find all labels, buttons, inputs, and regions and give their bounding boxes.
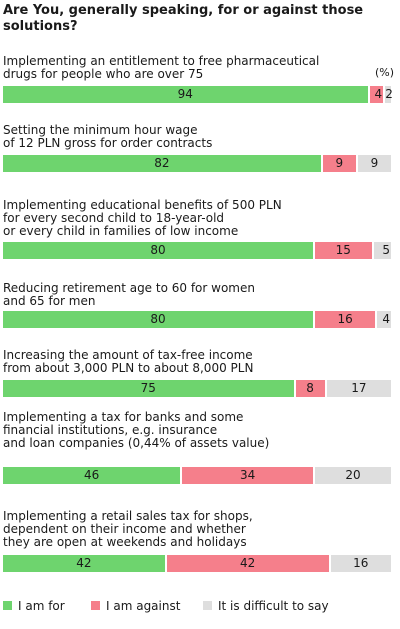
stacked-bar: 80 15 5 (3, 242, 393, 259)
legend-swatch (203, 601, 212, 610)
legend-label: It is difficult to say (218, 599, 329, 613)
legend-swatch (91, 601, 100, 610)
item-label: Implementing a retail sales tax for shop… (3, 509, 253, 549)
bar-segment-difficult: 9 (357, 155, 391, 172)
legend-swatch (3, 601, 12, 610)
bar-segment-for: 75 (3, 380, 294, 397)
item-label: Reducing retirement age to 60 for women … (3, 281, 255, 308)
item-label: Setting the minimum hour wage of 12 PLN … (3, 123, 213, 150)
bar-segment-against: 9 (322, 155, 356, 172)
bar-segment-for: 80 (3, 311, 313, 328)
item-label: Implementing a tax for banks and some fi… (3, 410, 270, 450)
legend-label: I am for (18, 599, 65, 613)
bar-segment-against: 4 (369, 86, 384, 103)
stacked-bar: 46 34 20 (3, 467, 393, 484)
item-label: Implementing educational benefits of 500… (3, 198, 282, 238)
bar-segment-against: 8 (295, 380, 325, 397)
stacked-bar: 42 42 16 (3, 555, 393, 572)
stacked-bar: 94 4 2 (3, 86, 393, 103)
bar-segment-against: 42 (166, 555, 329, 572)
legend-item: It is difficult to say (203, 599, 329, 613)
stacked-bar: 82 9 9 (3, 155, 393, 172)
legend-label: I am against (106, 599, 181, 613)
bar-segment-for: 80 (3, 242, 313, 259)
bar-segment-for: 46 (3, 467, 181, 484)
item-label: Implementing an entitlement to free phar… (3, 54, 320, 81)
bar-segment-difficult: 4 (377, 311, 391, 328)
bar-segment-difficult: 2 (385, 86, 393, 103)
bar-segment-against: 34 (182, 467, 313, 484)
legend-item: I am against (91, 599, 180, 613)
bar-segment-difficult: 16 (330, 555, 391, 572)
bar-segment-difficult: 20 (315, 467, 391, 484)
bar-segment-for: 94 (3, 86, 368, 103)
bar-segment-for: 42 (3, 555, 165, 572)
item-label: Increasing the amount of tax-free income… (3, 348, 254, 375)
unit-label: (%) (374, 66, 394, 79)
bar-segment-against: 15 (315, 242, 372, 259)
legend-item: I am for (3, 599, 65, 613)
chart-title: Are You, generally speaking, for or agai… (3, 3, 364, 34)
stacked-bar: 80 16 4 (3, 311, 393, 328)
stacked-bar: 75 8 17 (3, 380, 393, 397)
bar-segment-difficult: 5 (373, 242, 391, 259)
bar-segment-difficult: 17 (326, 380, 391, 397)
bar-segment-for: 82 (3, 155, 321, 172)
bar-segment-against: 16 (315, 311, 376, 328)
